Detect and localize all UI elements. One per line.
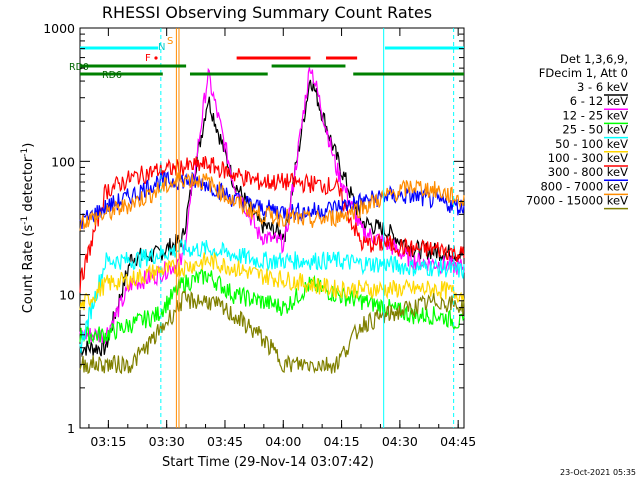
legend-label-5: 100 - 300 keV <box>548 151 628 165</box>
y-axis: 1 10 100 1000 <box>43 21 464 436</box>
legend-label-8: 7000 - 15000 keV <box>526 194 628 208</box>
y-tick-label-1: 10 <box>59 288 75 303</box>
x-tick-label-0: 03:15 <box>90 434 126 449</box>
x-tick-label-3: 04:00 <box>265 434 301 449</box>
x-tick-label-6: 04:45 <box>440 434 476 449</box>
y-axis-label-mid: detector <box>21 156 36 216</box>
y-axis-label-end: ) <box>21 143 36 148</box>
marker-f-dot <box>154 56 158 60</box>
series-line-8 <box>79 290 465 375</box>
series-line-5 <box>79 156 465 293</box>
series-layer <box>79 67 465 375</box>
legend-label-6: 300 - 800 keV <box>548 165 628 179</box>
series-line-4 <box>79 251 465 311</box>
legend-label-3: 25 - 50 keV <box>562 123 628 137</box>
y-axis-label-sup2: -1 <box>20 148 30 157</box>
x-tick-label-2: 03:45 <box>207 434 243 449</box>
legend-label-4: 50 - 100 keV <box>555 137 628 151</box>
rd0-label: RD0 <box>69 62 89 73</box>
chart-title: RHESSI Observing Summary Count Rates <box>102 3 432 22</box>
y-tick-label-0: 1 <box>67 421 75 436</box>
series-line-7 <box>79 172 465 231</box>
x-tick-label-1: 03:30 <box>149 434 185 449</box>
legend-label-2: 12 - 25 keV <box>562 108 628 122</box>
legend-label-0: 3 - 6 keV <box>577 80 628 94</box>
series-line-2 <box>79 267 465 345</box>
x-tick-label-5: 04:30 <box>382 434 418 449</box>
rd6-label: RD6 <box>102 70 122 81</box>
x-axis-label: Start Time (29-Nov-14 03:07:42) <box>162 455 374 470</box>
marker-n: N <box>158 42 165 53</box>
overlay-layer: RD0 RD6 NF S <box>69 28 464 428</box>
marker-s: S <box>167 36 173 47</box>
legend-header-line1: Det 1,3,6,9, <box>560 52 628 66</box>
y-tick-label-2: 100 <box>51 154 75 169</box>
legend-label-1: 6 - 12 keV <box>570 94 628 108</box>
footer-date: 23-Oct-2021 05:35 <box>560 468 636 477</box>
series-line-3 <box>79 238 465 354</box>
legend-label-7: 800 - 7000 keV <box>540 179 628 193</box>
x-tick-label-4: 04:15 <box>324 434 360 449</box>
x-axis: 03:15 03:30 03:45 04:00 04:15 04:30 04:45 <box>88 28 476 449</box>
y-axis-label-main: Count Rate (s <box>21 225 36 314</box>
y-axis-label: Count Rate (s-1 detector-1) <box>20 143 36 314</box>
legend-header-line2: FDecim 1, Att 0 <box>539 66 628 80</box>
marker-f: F <box>145 53 151 64</box>
y-axis-label-sup1: -1 <box>20 216 30 225</box>
legend: Det 1,3,6,9, FDecim 1, Att 0 3 - 6 keV6 … <box>526 52 628 210</box>
y-tick-label-3: 1000 <box>43 21 75 36</box>
